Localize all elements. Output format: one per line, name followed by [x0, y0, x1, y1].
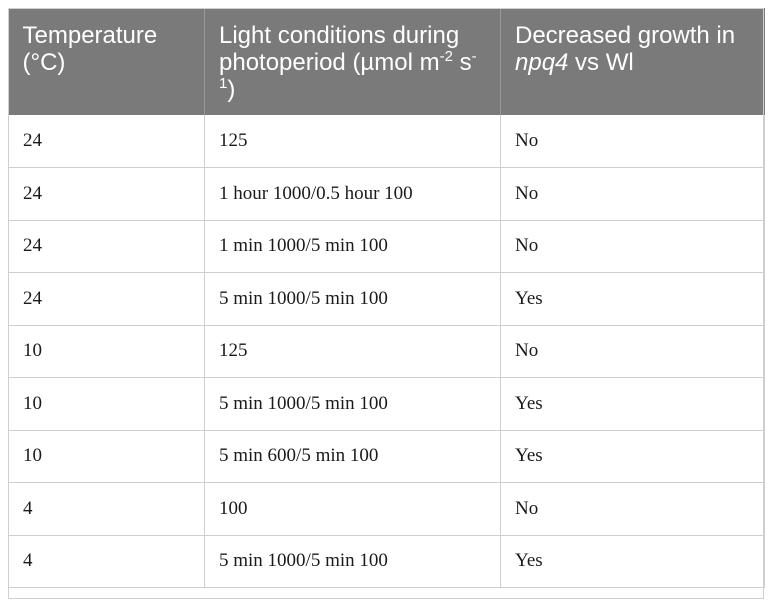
cell-decreased-growth: No: [500, 219, 765, 273]
cell-light-conditions: 100: [204, 482, 501, 536]
data-table: Temperature (°C) Light conditions during…: [8, 8, 765, 588]
cell-light-conditions: 125: [204, 115, 501, 168]
cell-temperature: 24: [8, 219, 205, 273]
cell-decreased-growth: No: [500, 482, 765, 536]
header-light-unit-s: s: [452, 49, 472, 76]
table-row: 24 1 hour 1000/0.5 hour 100 No: [8, 167, 765, 221]
cell-temperature: 24: [8, 272, 205, 326]
table-row: 10 5 min 600/5 min 100 Yes: [8, 429, 765, 483]
cell-light-conditions: 5 min 1000/5 min 100: [204, 534, 501, 588]
cell-light-conditions: 125: [204, 324, 501, 378]
header-growth-suffix: vs Wl: [568, 49, 634, 76]
table-row: 24 5 min 1000/5 min 100 Yes: [8, 272, 765, 326]
cell-temperature: 4: [8, 534, 205, 588]
header-row: Temperature (°C) Light conditions during…: [8, 8, 765, 115]
header-decreased-growth: Decreased growth in npq4 vs Wl: [500, 8, 765, 115]
header-light-close: ): [227, 76, 236, 103]
cell-temperature: 10: [8, 377, 205, 431]
cell-light-conditions: 5 min 1000/5 min 100: [204, 272, 501, 326]
table-row: 4 100 No: [8, 482, 765, 536]
table-body: 24 125 No 24 1 hour 1000/0.5 hour 100 No 24 1 m…: [8, 115, 765, 588]
data-table-container: Temperature (°C) Light conditions during…: [8, 8, 765, 588]
header-growth-label: Decreased growth in: [515, 22, 736, 49]
cell-decreased-growth: Yes: [500, 377, 765, 431]
cell-light-conditions: 1 hour 1000/0.5 hour 100: [204, 167, 501, 221]
header-temperature: Temperature (°C): [8, 8, 205, 115]
header-light-unit-sup1: -2: [439, 48, 453, 65]
cell-temperature: 24: [8, 167, 205, 221]
cell-decreased-growth: No: [500, 167, 765, 221]
cell-light-conditions: 1 min 1000/5 min 100: [204, 219, 501, 273]
header-light-label: Light conditions during photoperiod (µmo…: [219, 22, 460, 76]
cell-temperature: 4: [8, 482, 205, 536]
cell-temperature: 10: [8, 429, 205, 483]
cell-decreased-growth: Yes: [500, 534, 765, 588]
table-row: 10 125 No: [8, 324, 765, 378]
table-row: 24 125 No: [8, 115, 765, 168]
header-temperature-label: Temperature (°C): [22, 22, 158, 76]
cell-decreased-growth: Yes: [500, 429, 765, 483]
header-light-unit-sup2: -1: [219, 48, 477, 92]
cell-temperature: 10: [8, 324, 205, 378]
table-row: 10 5 min 1000/5 min 100 Yes: [8, 377, 765, 431]
cell-decreased-growth: No: [500, 115, 765, 168]
header-light-conditions: Light conditions during photoperiod (µmo…: [204, 8, 501, 115]
cell-decreased-growth: Yes: [500, 272, 765, 326]
table-row: 24 1 min 1000/5 min 100 No: [8, 219, 765, 273]
cell-decreased-growth: No: [500, 324, 765, 378]
header-growth-mutant: npq4: [515, 49, 569, 76]
cell-light-conditions: 5 min 1000/5 min 100: [204, 377, 501, 431]
cell-temperature: 24: [8, 115, 205, 168]
cell-light-conditions: 5 min 600/5 min 100: [204, 429, 501, 483]
